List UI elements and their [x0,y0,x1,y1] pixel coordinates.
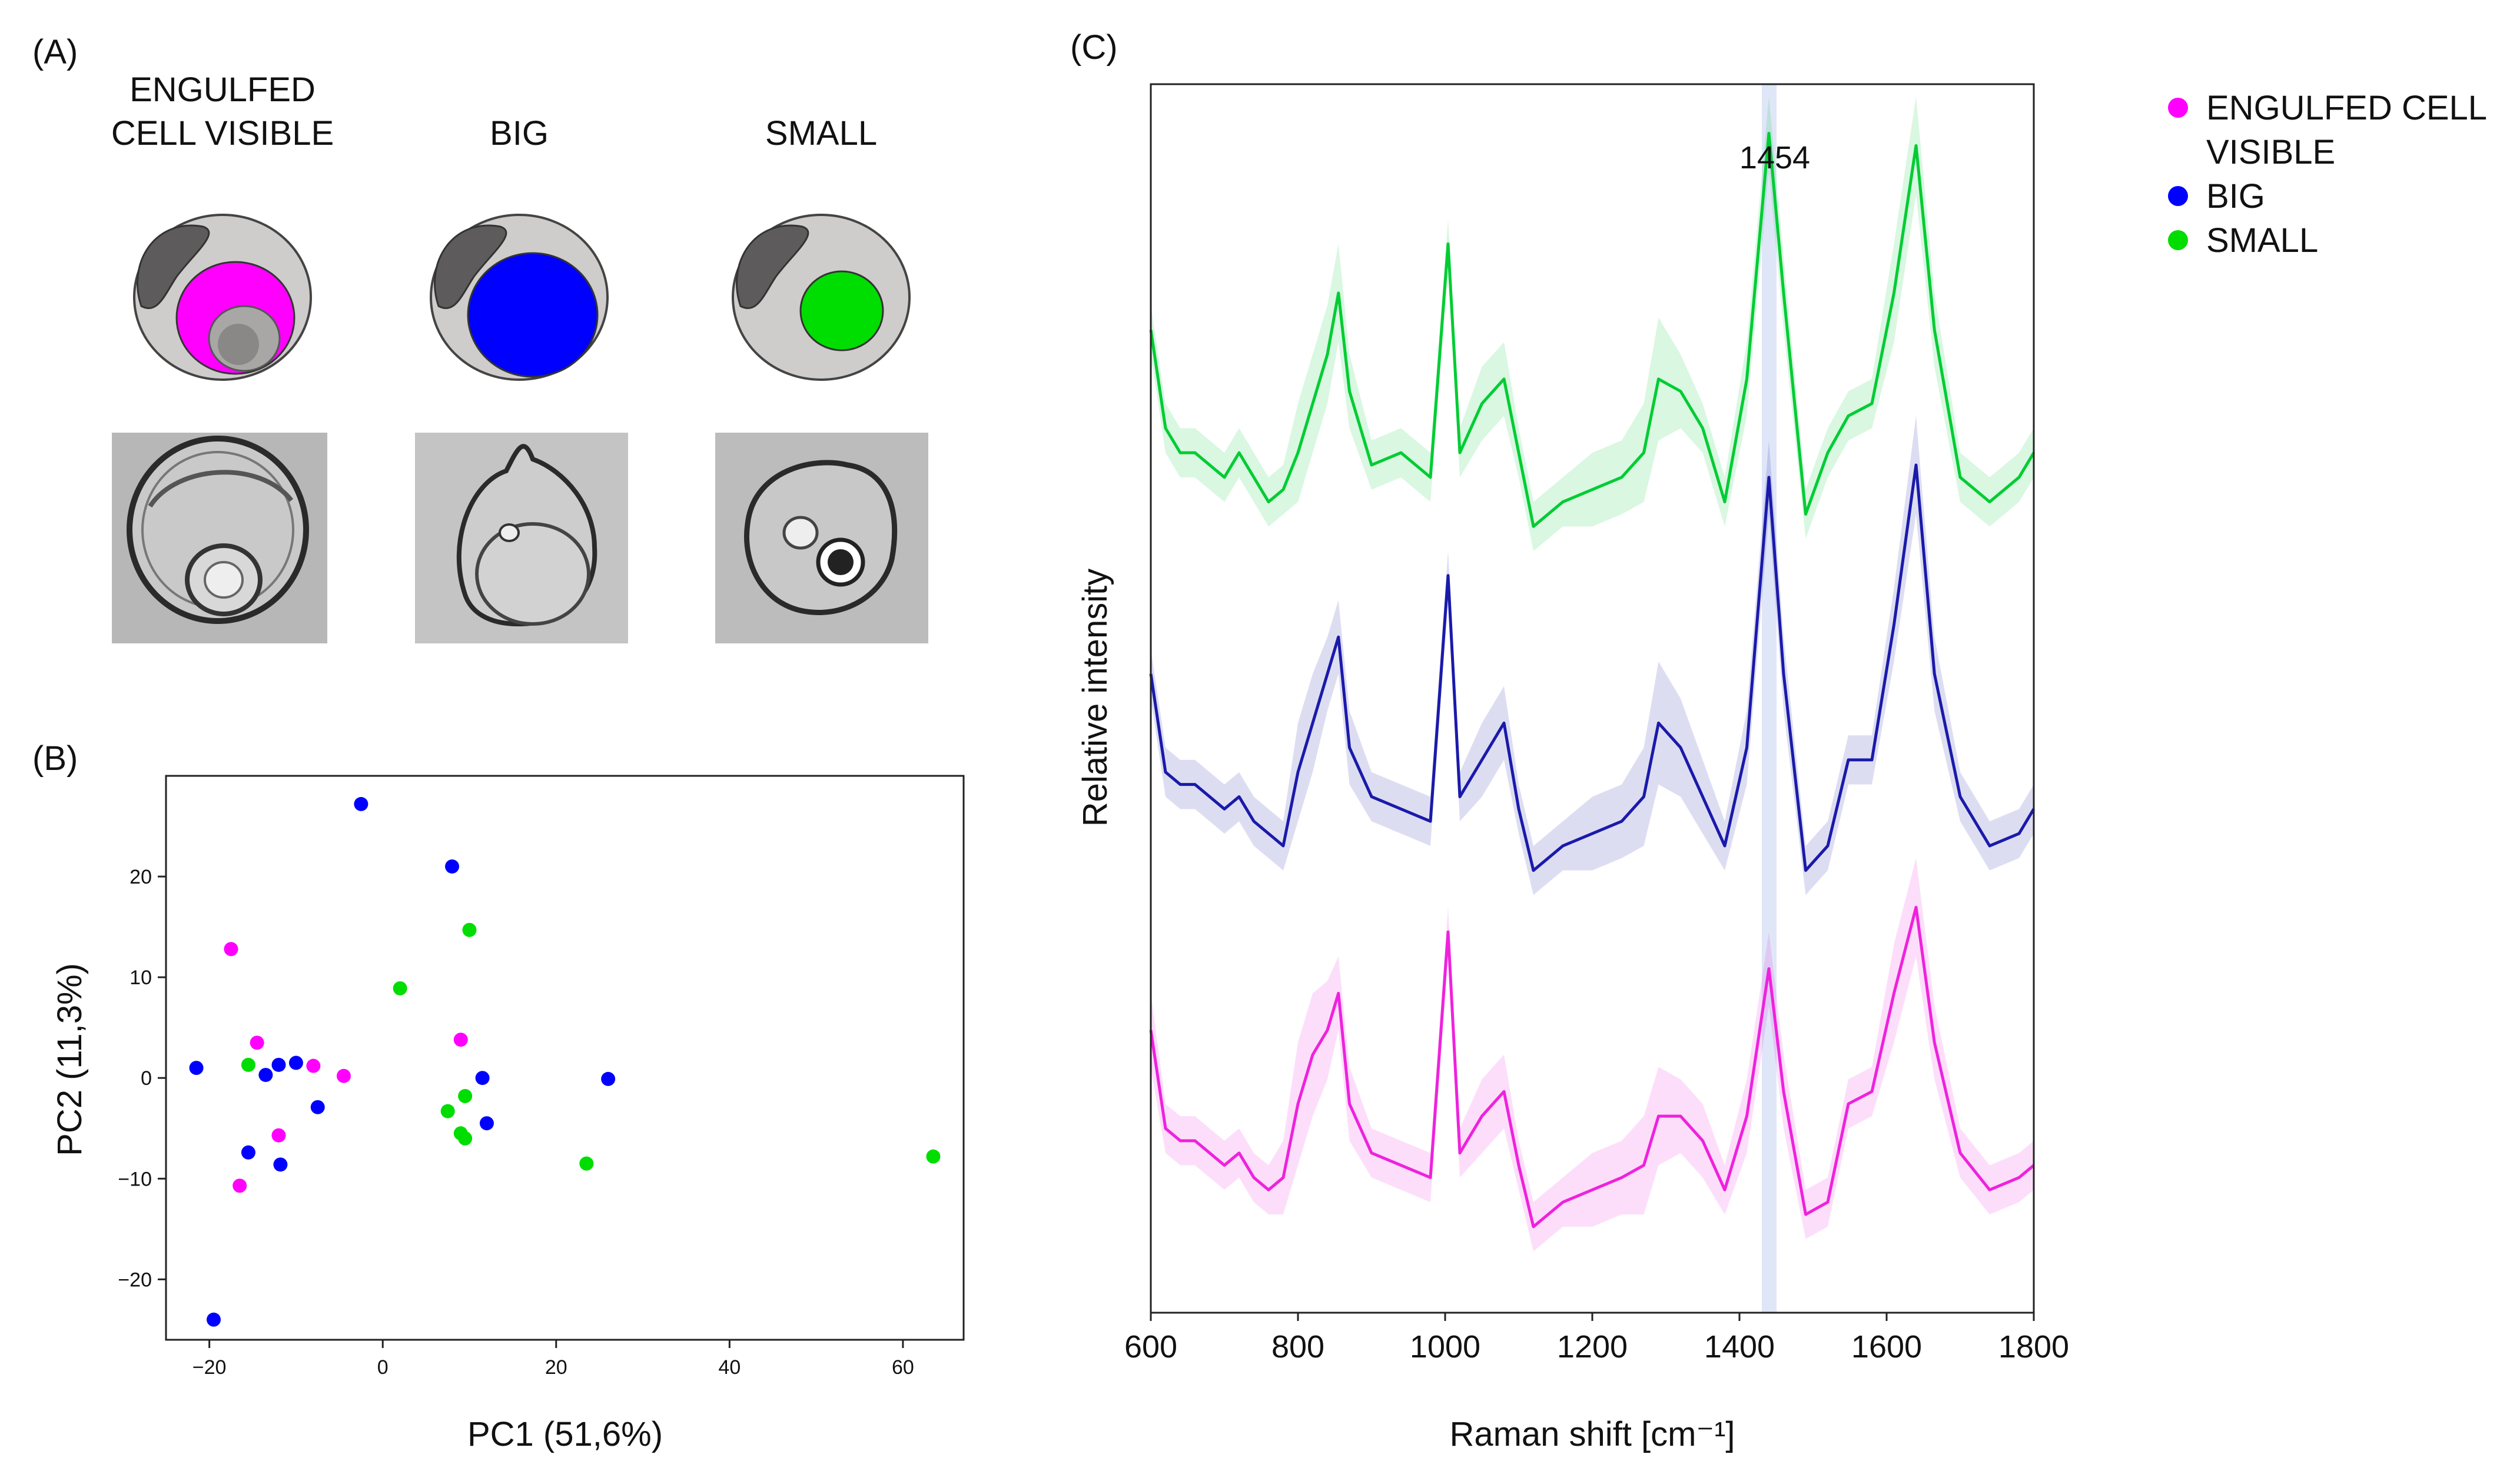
column-title-small: SMALL [765,114,877,152]
panel-a-label: (A) [32,33,78,71]
plot-frame-b [165,775,965,1341]
scatter-point [445,859,460,874]
scatter-point [271,1128,286,1143]
spectrum-band [1151,858,2034,1251]
x-axis-label-c: Raman shift [cm⁻¹] [1449,1415,1735,1453]
y-axis-label-b: PC2 (11,3%) [51,963,89,1156]
x-tick-label-c: 1600 [1851,1329,1922,1365]
cell-fill-small [799,270,884,351]
x-tick-label-b: −20 [192,1356,227,1379]
y-tick-label-b: −20 [118,1269,152,1291]
axis-ticks-c: 600 800 1000 1200 1400 1600 1800 [1124,1313,2069,1365]
micrograph-small [715,433,928,643]
scatter-point [579,1156,594,1171]
scatter-point [224,942,238,957]
y-tick-label-b: 0 [141,1067,152,1090]
scatter-point [336,1068,351,1083]
scatter-point [306,1058,321,1073]
x-tick-label-b: 20 [545,1356,567,1379]
scatter-point [250,1035,264,1050]
cell-diagram-small [732,214,911,381]
scatter-point [393,981,407,995]
x-tick-label-b: 0 [377,1356,389,1379]
scatter-point [440,1104,455,1118]
panel-b-label: (B) [32,739,78,778]
spectrum-line [1149,905,2035,1229]
scatter-point [233,1178,247,1193]
x-tick-label-c: 1800 [1998,1329,2069,1365]
x-tick-label-b: 40 [718,1356,741,1379]
legend-label-engulfed-line2: VISIBLE [2206,133,2335,171]
scatter-point [354,796,368,811]
legend-marker-small [2168,230,2188,250]
spectrum-band [1151,416,2034,895]
scatter-point [258,1068,273,1083]
x-tick-label-c: 800 [1271,1329,1324,1365]
micrograph-engulfed [112,433,327,643]
scatter-point [601,1071,616,1086]
spectra-lines [1149,131,2036,1229]
scatter-point [453,1033,468,1047]
scatter-point [462,922,477,937]
legend-label-big: BIG [2206,177,2265,215]
x-tick-label-c: 1000 [1410,1329,1480,1365]
scatter-point [926,1149,941,1164]
legend-marker-big [2168,186,2188,206]
x-tick-label-b: 60 [892,1356,914,1379]
cell-fill-big [467,252,599,378]
scatter-point [271,1057,286,1072]
legend: ENGULFED CELL VISIBLE BIG SMALL [2168,89,2487,260]
panel-c-label: (C) [1070,28,1118,67]
peak-1454-highlight-band [1762,84,1777,1313]
scatter-point [241,1057,255,1072]
peak-annotation-1454: 1454 [1739,140,1810,175]
spectrum-line [1149,463,2036,872]
legend-label-engulfed-line1: ENGULFED CELL [2206,89,2487,127]
column-title-engulfed-line1: ENGULFED [130,71,316,109]
legend-marker-engulfed [2168,98,2188,118]
spectrum-band [1151,96,2034,552]
scatter-point [189,1061,204,1075]
scatter-point [273,1157,288,1172]
raman-spectra-plot: 600 800 1000 1200 1400 1600 1800 1454 Raman sh… [1076,83,2069,1453]
column-title-engulfed-line2: CELL VISIBLE [111,114,334,152]
scatter-points [189,796,941,1327]
scatter-point [288,1055,303,1070]
panel-a-column-big: BIG [415,114,628,643]
spectra-shaded-bands [1151,96,2034,1251]
y-tick-label-b: 10 [130,967,152,989]
x-tick-label-c: 1200 [1557,1329,1628,1365]
scatter-point [458,1131,473,1146]
panel-a-column-small: SMALL [715,114,928,643]
x-tick-label-c: 1400 [1704,1329,1775,1365]
y-axis-label-c: Relative intensity [1076,569,1114,826]
spectrum-line [1149,131,2036,528]
scatter-point [207,1312,221,1327]
scatter-point [479,1116,494,1131]
y-tick-label-b: 20 [130,866,152,888]
scatter-point [475,1071,490,1085]
panel-a-column-engulfed: ENGULFED CELL VISIBLE [111,71,334,643]
cell-diagram-engulfed [133,214,312,381]
scatter-point [310,1100,325,1114]
cell-diagram-big [430,214,609,381]
scatter-point [458,1089,473,1104]
x-axis-label-b: PC1 (51,6%) [467,1415,663,1453]
scatter-point [241,1145,255,1160]
micrograph-big [415,433,628,643]
x-tick-label-c: 600 [1124,1329,1177,1365]
column-title-big: BIG [490,114,549,152]
y-tick-label-b: −10 [118,1168,152,1190]
axis-ticks-b: −20 0 20 40 60 −20 −10 0 10 20 [118,866,914,1379]
pca-scatter-plot: −20 0 20 40 60 −20 −10 0 10 20 PC1 (51,6%) PC2 (1… [51,775,965,1453]
legend-label-small: SMALL [2206,221,2318,260]
